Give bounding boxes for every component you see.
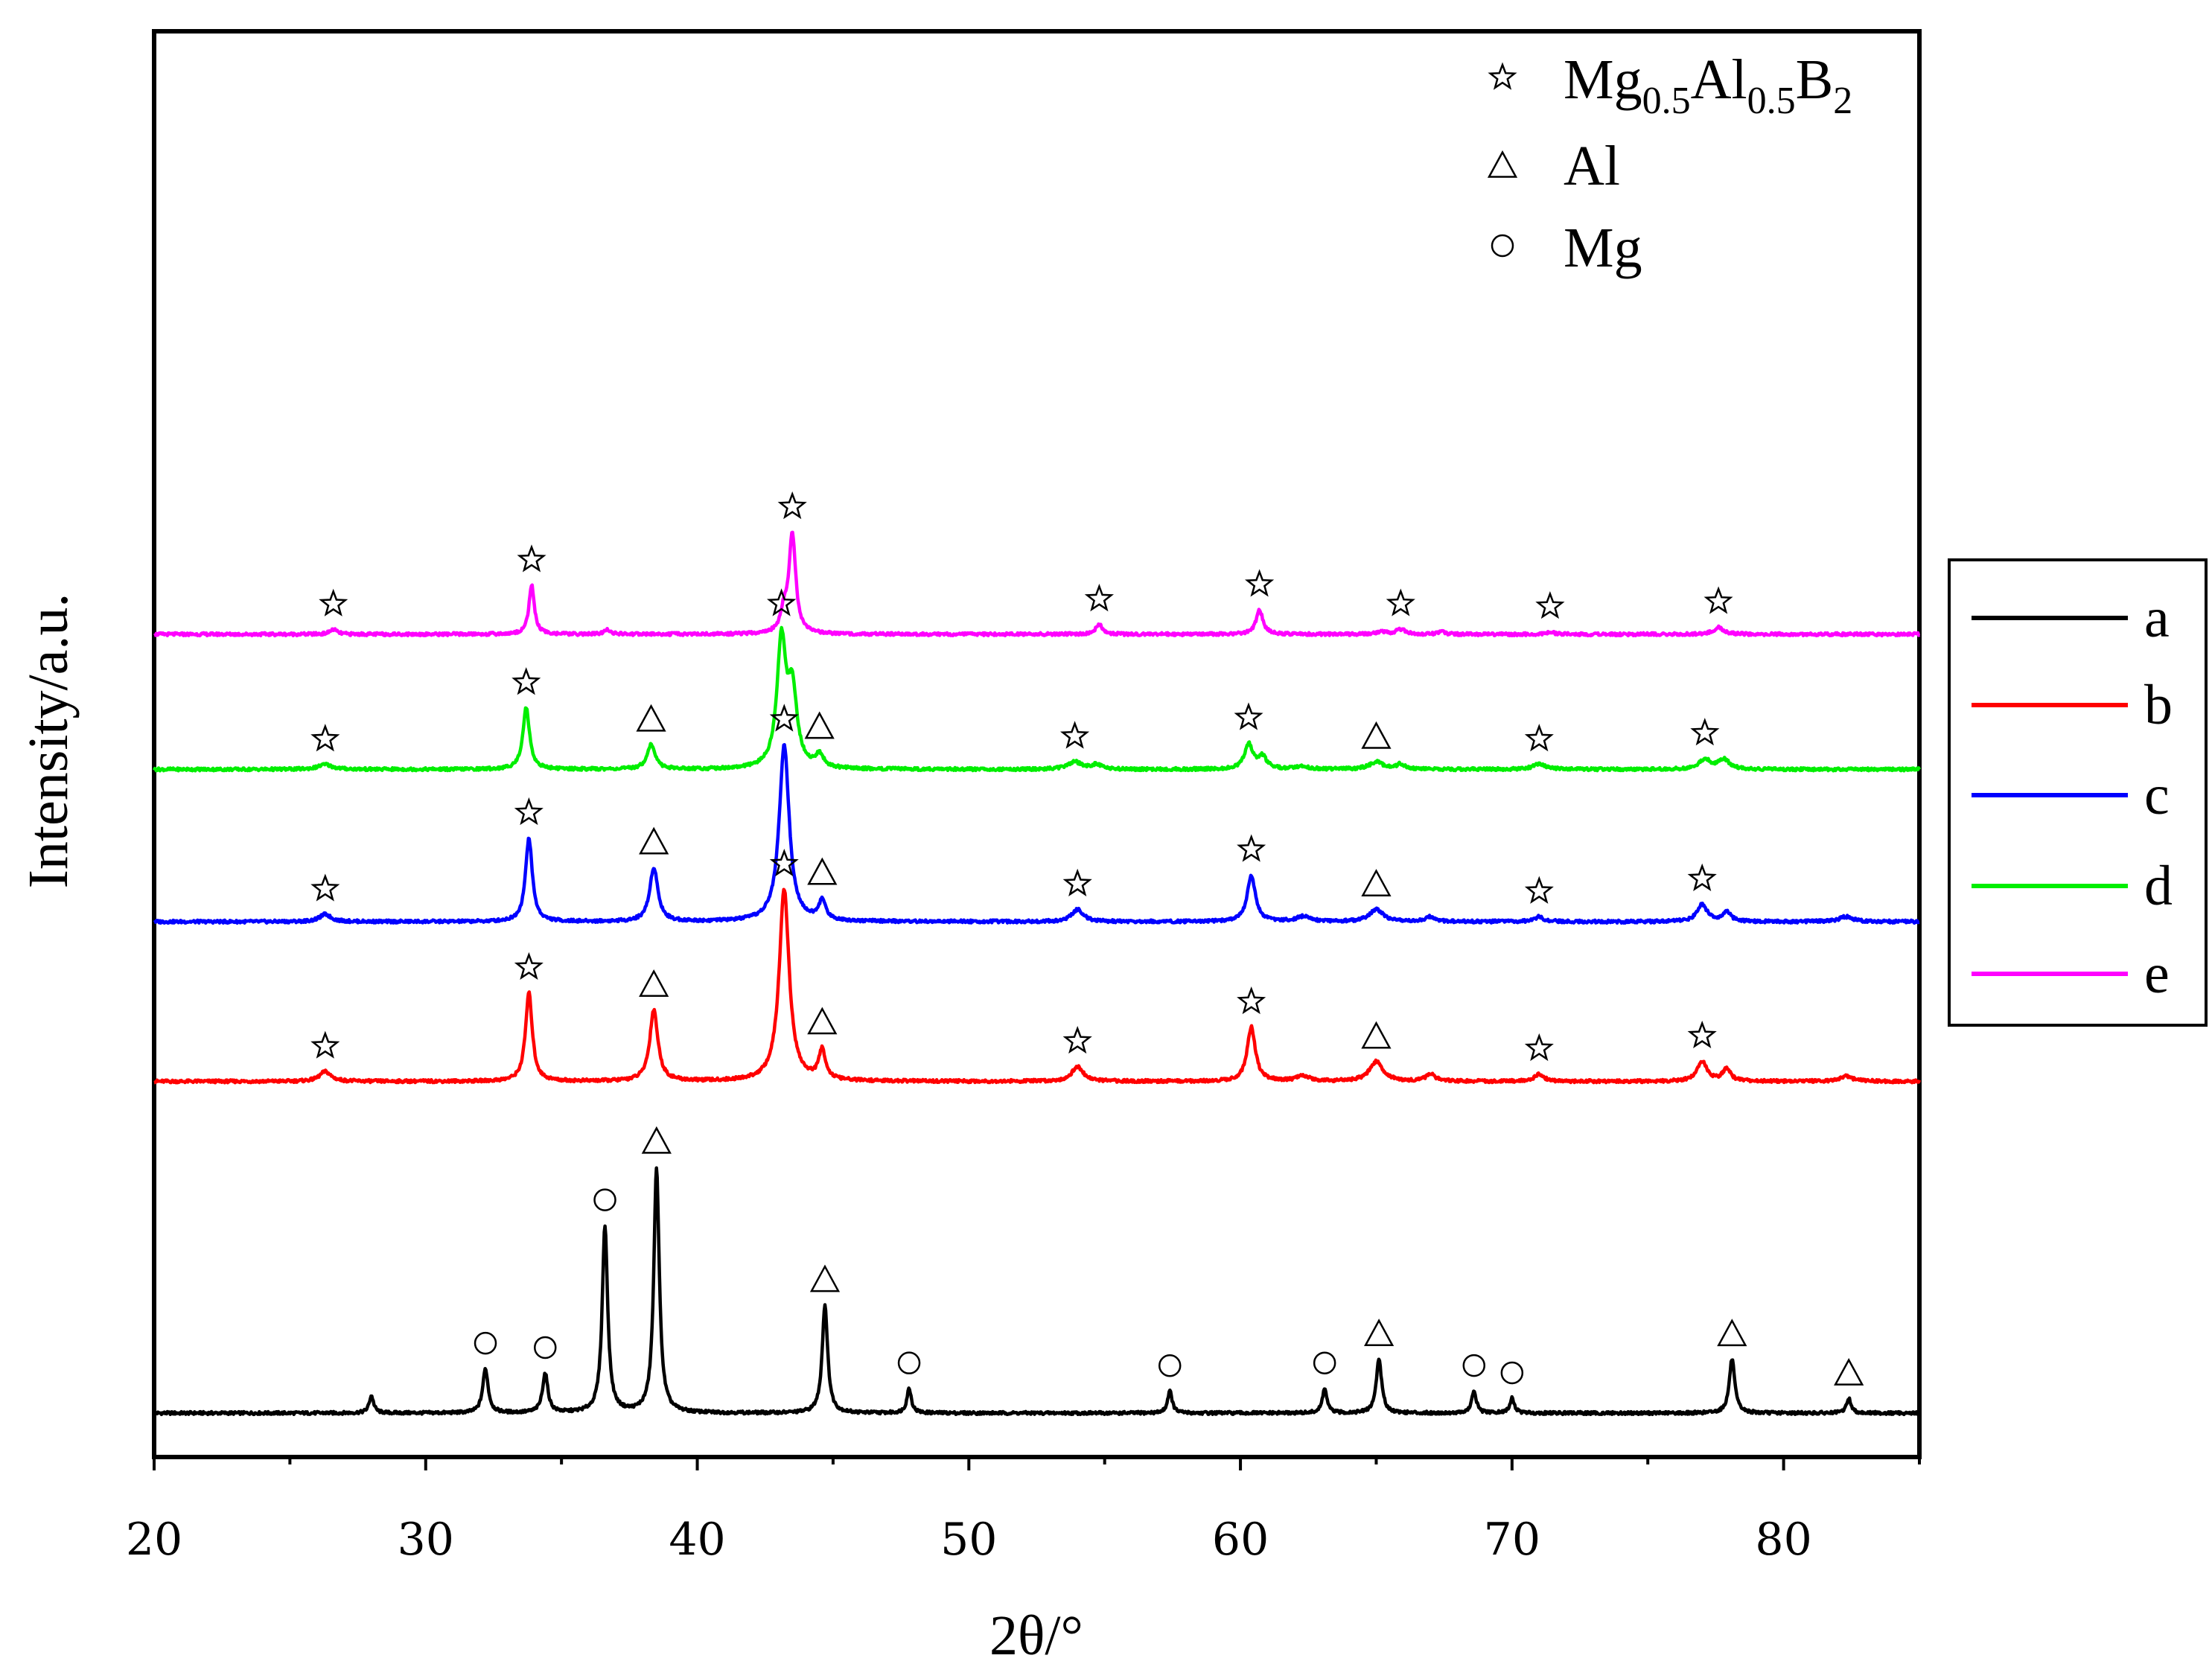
series-layer: [152, 530, 1922, 1417]
phase-legend: Mg0.5Al0.5B2 Al Mg: [1487, 48, 1852, 279]
legend-label-a: a: [2144, 587, 2170, 649]
peak-marker-d-star-14: [1690, 718, 1720, 746]
peak-marker-a-circle-1: [474, 1331, 497, 1355]
peak-marker-b-star-11: [1687, 1020, 1717, 1048]
peak-marker-c-star-6: [1237, 834, 1266, 862]
peak-marker-b-star-3: [769, 848, 799, 877]
peak-marker-e-star-4: [777, 491, 807, 520]
peak-marker-d-triangle-11: [1361, 721, 1392, 749]
peak-marker-b-triangle-4: [807, 1007, 838, 1035]
phase-star-icon: [1488, 62, 1517, 90]
peak-marker-a-triangle-13: [1834, 1358, 1864, 1386]
x-axis-ticks: 20 30 40 50 60 70 80: [126, 1457, 1921, 1566]
peak-marker-a-triangle-4: [641, 1126, 672, 1154]
peak-marker-b-star-0: [310, 1030, 340, 1059]
peak-marker-c-triangle-4: [807, 857, 838, 885]
series-line-a: [152, 1166, 1921, 1417]
phase-legend-mg-label: Mg: [1564, 217, 1642, 279]
series-legend-frame: [1948, 558, 2208, 1027]
peak-marker-a-circle-7: [1158, 1354, 1182, 1377]
peak-marker-c-triangle-8: [1361, 869, 1392, 896]
peak-marker-layer: [310, 491, 1864, 1386]
peak-marker-e-star-11: [1703, 586, 1733, 614]
x-axis-title: 2θ/°: [989, 1604, 1083, 1664]
peak-marker-e-star-0: [319, 588, 348, 616]
phase-label-mg: Mg: [1564, 48, 1642, 111]
phase-legend-circle-symbol: [1491, 234, 1514, 258]
x-tick-label-40: 40: [669, 1514, 725, 1566]
phase-legend-star-symbol: [1488, 62, 1517, 90]
peak-marker-e-star-5: [1084, 584, 1115, 612]
peak-marker-a-triangle-9: [1364, 1319, 1395, 1346]
peak-marker-b-star-1: [514, 951, 544, 980]
peak-marker-a-triangle-5: [809, 1264, 841, 1292]
x-tick-label-60: 60: [1212, 1514, 1269, 1566]
peak-marker-a-circle-2: [534, 1336, 557, 1359]
peak-marker-a-circle-10: [1462, 1354, 1486, 1377]
peak-marker-c-star-1: [514, 797, 544, 826]
x-tick-label-30: 30: [398, 1514, 454, 1566]
peak-marker-d-star-3: [766, 588, 797, 616]
phase-circle-icon: [1491, 234, 1514, 258]
series-legend: a b c d e: [1948, 558, 2208, 1027]
peak-marker-b-triangle-8: [1361, 1021, 1392, 1049]
phase-label-al: Al: [1691, 48, 1747, 111]
peak-marker-d-star-1: [511, 667, 541, 695]
phase-legend-mgalb2-label: Mg0.5Al0.5B2: [1564, 48, 1852, 122]
peak-marker-d-triangle-5: [804, 711, 835, 739]
peak-marker-b-star-10: [1524, 1033, 1554, 1062]
peak-marker-c-star-0: [310, 873, 340, 902]
peak-marker-b-star-6: [1237, 986, 1266, 1015]
phase-label-sub1: 0.5: [1642, 80, 1691, 122]
peak-marker-a-circle-11: [1500, 1361, 1524, 1385]
peak-marker-d-star-8: [1234, 702, 1263, 730]
legend-label-c: c: [2144, 764, 2170, 826]
phase-label-sub2: 0.5: [1747, 80, 1796, 122]
peak-marker-a-circle-6: [897, 1351, 921, 1374]
peak-marker-a-circle-8: [1313, 1351, 1336, 1374]
peak-marker-e-star-8: [1386, 588, 1415, 616]
peak-marker-c-triangle-2: [639, 826, 669, 855]
phase-legend-al-label: Al: [1564, 135, 1620, 197]
peak-marker-e-star-10: [1535, 591, 1565, 619]
phase-label-b: B: [1796, 48, 1834, 111]
peak-marker-a-circle-3: [593, 1188, 616, 1211]
series-line-d: [152, 625, 1922, 773]
peak-marker-c-star-10: [1524, 876, 1554, 904]
x-tick-label-80: 80: [1755, 1514, 1811, 1566]
series-line-e: [153, 530, 1921, 638]
peak-marker-d-triangle-2: [636, 704, 666, 732]
peak-marker-b-triangle-2: [639, 969, 669, 997]
peak-marker-d-star-6: [1059, 721, 1090, 749]
phase-label-sub3: 2: [1833, 80, 1852, 122]
peak-marker-c-star-11: [1687, 863, 1717, 891]
legend-label-e: e: [2144, 943, 2170, 1005]
peak-marker-d-star-13: [1524, 724, 1554, 752]
plot-frame: [152, 29, 1922, 1459]
peak-marker-b-star-5: [1062, 1025, 1092, 1054]
phase-legend-triangle-symbol: [1487, 150, 1518, 178]
peak-marker-c-star-5: [1062, 868, 1092, 897]
peak-marker-c-star-3: [769, 704, 799, 732]
series-line-b: [153, 887, 1922, 1085]
x-tick-label-70: 70: [1484, 1514, 1540, 1566]
legend-label-b: b: [2144, 674, 2173, 736]
peak-marker-a-triangle-12: [1717, 1319, 1747, 1347]
peak-marker-e-star-1: [517, 544, 546, 573]
y-axis-title: Intensity/a.u.: [17, 593, 80, 889]
peak-marker-d-star-0: [310, 724, 340, 752]
x-tick-label-50: 50: [940, 1514, 997, 1566]
x-tick-label-20: 20: [126, 1514, 182, 1566]
series-line-c: [153, 743, 1921, 925]
phase-triangle-icon: [1487, 150, 1518, 178]
peak-marker-e-star-6: [1245, 569, 1275, 597]
legend-label-d: d: [2144, 855, 2173, 917]
